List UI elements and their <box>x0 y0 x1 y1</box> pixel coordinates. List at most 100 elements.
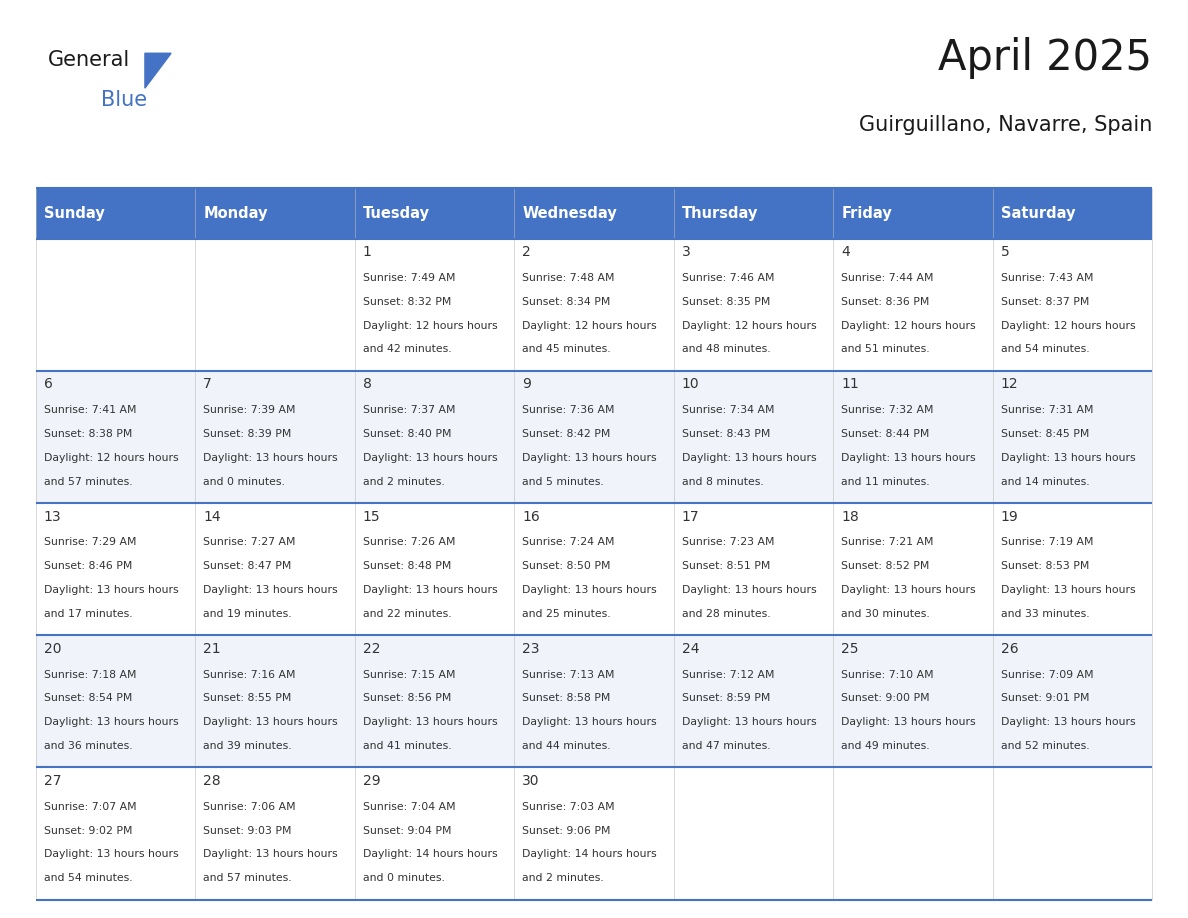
Text: 28: 28 <box>203 774 221 788</box>
Text: Sunset: 8:52 PM: Sunset: 8:52 PM <box>841 561 930 571</box>
Text: 3: 3 <box>682 245 690 259</box>
Bar <box>355 188 514 239</box>
Text: Daylight: 13 hours hours: Daylight: 13 hours hours <box>682 453 816 463</box>
Text: and 0 minutes.: and 0 minutes. <box>362 873 444 883</box>
Text: Daylight: 13 hours hours: Daylight: 13 hours hours <box>203 453 337 463</box>
Text: Sunset: 8:59 PM: Sunset: 8:59 PM <box>682 693 770 703</box>
Text: and 57 minutes.: and 57 minutes. <box>203 873 292 883</box>
Text: Daylight: 13 hours hours: Daylight: 13 hours hours <box>841 453 975 463</box>
Text: 26: 26 <box>1000 642 1018 655</box>
Text: 17: 17 <box>682 509 700 523</box>
Text: Tuesday: Tuesday <box>362 206 430 221</box>
Text: Sunrise: 7:49 AM: Sunrise: 7:49 AM <box>362 273 455 283</box>
Bar <box>195 635 355 767</box>
Bar <box>36 188 195 239</box>
Text: Sunset: 8:47 PM: Sunset: 8:47 PM <box>203 561 291 571</box>
Text: Sunset: 8:48 PM: Sunset: 8:48 PM <box>362 561 451 571</box>
Text: and 52 minutes.: and 52 minutes. <box>1000 741 1089 751</box>
Text: Sunrise: 7:44 AM: Sunrise: 7:44 AM <box>841 273 934 283</box>
Bar <box>36 239 195 371</box>
Text: Sunrise: 7:10 AM: Sunrise: 7:10 AM <box>841 669 934 679</box>
Bar <box>833 371 993 503</box>
Text: Sunset: 9:02 PM: Sunset: 9:02 PM <box>44 825 132 835</box>
Text: 4: 4 <box>841 245 851 259</box>
Bar <box>993 503 1152 635</box>
Text: Daylight: 13 hours hours: Daylight: 13 hours hours <box>841 585 975 595</box>
Text: and 14 minutes.: and 14 minutes. <box>1000 476 1089 487</box>
Bar <box>36 767 195 900</box>
Bar <box>355 767 514 900</box>
Text: and 17 minutes.: and 17 minutes. <box>44 609 132 619</box>
Text: Daylight: 13 hours hours: Daylight: 13 hours hours <box>523 453 657 463</box>
Bar <box>674 635 833 767</box>
Text: Sunrise: 7:27 AM: Sunrise: 7:27 AM <box>203 537 296 547</box>
Text: and 42 minutes.: and 42 minutes. <box>362 344 451 354</box>
Text: 30: 30 <box>523 774 539 788</box>
Text: Daylight: 14 hours hours: Daylight: 14 hours hours <box>523 849 657 859</box>
Text: and 54 minutes.: and 54 minutes. <box>1000 344 1089 354</box>
Text: Daylight: 13 hours hours: Daylight: 13 hours hours <box>362 717 498 727</box>
Text: and 8 minutes.: and 8 minutes. <box>682 476 764 487</box>
Text: Sunset: 9:03 PM: Sunset: 9:03 PM <box>203 825 291 835</box>
Bar <box>674 239 833 371</box>
Bar <box>993 767 1152 900</box>
Text: 9: 9 <box>523 377 531 391</box>
Bar <box>195 239 355 371</box>
Text: 11: 11 <box>841 377 859 391</box>
Text: Guirguillano, Navarre, Spain: Guirguillano, Navarre, Spain <box>859 115 1152 135</box>
Text: Daylight: 13 hours hours: Daylight: 13 hours hours <box>203 717 337 727</box>
Text: 1: 1 <box>362 245 372 259</box>
Text: Sunset: 8:50 PM: Sunset: 8:50 PM <box>523 561 611 571</box>
Text: and 51 minutes.: and 51 minutes. <box>841 344 930 354</box>
Text: Sunrise: 7:06 AM: Sunrise: 7:06 AM <box>203 801 296 812</box>
Text: Daylight: 13 hours hours: Daylight: 13 hours hours <box>523 717 657 727</box>
Text: 20: 20 <box>44 642 61 655</box>
Bar <box>993 188 1152 239</box>
Text: Thursday: Thursday <box>682 206 758 221</box>
Text: Daylight: 13 hours hours: Daylight: 13 hours hours <box>203 849 337 859</box>
Text: Friday: Friday <box>841 206 892 221</box>
Text: and 33 minutes.: and 33 minutes. <box>1000 609 1089 619</box>
Bar <box>833 503 993 635</box>
Bar <box>514 767 674 900</box>
Text: Daylight: 12 hours hours: Daylight: 12 hours hours <box>682 320 816 330</box>
Text: 27: 27 <box>44 774 61 788</box>
Text: Sunset: 8:46 PM: Sunset: 8:46 PM <box>44 561 132 571</box>
Text: Sunset: 9:06 PM: Sunset: 9:06 PM <box>523 825 611 835</box>
Text: Sunset: 9:01 PM: Sunset: 9:01 PM <box>1000 693 1089 703</box>
Text: Sunset: 8:53 PM: Sunset: 8:53 PM <box>1000 561 1089 571</box>
Bar <box>36 503 195 635</box>
Text: 16: 16 <box>523 509 541 523</box>
Text: Sunset: 8:32 PM: Sunset: 8:32 PM <box>362 297 451 307</box>
Bar <box>195 188 355 239</box>
Text: April 2025: April 2025 <box>939 37 1152 79</box>
Bar <box>514 188 674 239</box>
Text: 13: 13 <box>44 509 62 523</box>
Text: Sunrise: 7:39 AM: Sunrise: 7:39 AM <box>203 405 296 415</box>
Text: Wednesday: Wednesday <box>523 206 617 221</box>
Bar <box>195 503 355 635</box>
Text: Sunrise: 7:41 AM: Sunrise: 7:41 AM <box>44 405 137 415</box>
Text: Saturday: Saturday <box>1000 206 1075 221</box>
Text: Sunrise: 7:15 AM: Sunrise: 7:15 AM <box>362 669 455 679</box>
Text: 12: 12 <box>1000 377 1018 391</box>
Text: 14: 14 <box>203 509 221 523</box>
Text: Sunrise: 7:03 AM: Sunrise: 7:03 AM <box>523 801 615 812</box>
Text: and 41 minutes.: and 41 minutes. <box>362 741 451 751</box>
Text: Daylight: 12 hours hours: Daylight: 12 hours hours <box>362 320 498 330</box>
Bar <box>833 767 993 900</box>
Text: Sunrise: 7:46 AM: Sunrise: 7:46 AM <box>682 273 775 283</box>
Text: and 11 minutes.: and 11 minutes. <box>841 476 930 487</box>
Text: and 36 minutes.: and 36 minutes. <box>44 741 132 751</box>
Text: 19: 19 <box>1000 509 1018 523</box>
Text: 24: 24 <box>682 642 700 655</box>
Text: 6: 6 <box>44 377 52 391</box>
Text: Sunset: 8:42 PM: Sunset: 8:42 PM <box>523 429 611 439</box>
Text: Daylight: 13 hours hours: Daylight: 13 hours hours <box>44 717 178 727</box>
Text: 10: 10 <box>682 377 700 391</box>
Text: 5: 5 <box>1000 245 1010 259</box>
Text: Sunrise: 7:34 AM: Sunrise: 7:34 AM <box>682 405 775 415</box>
Bar <box>833 239 993 371</box>
Text: Daylight: 12 hours hours: Daylight: 12 hours hours <box>841 320 975 330</box>
Text: Sunrise: 7:24 AM: Sunrise: 7:24 AM <box>523 537 614 547</box>
